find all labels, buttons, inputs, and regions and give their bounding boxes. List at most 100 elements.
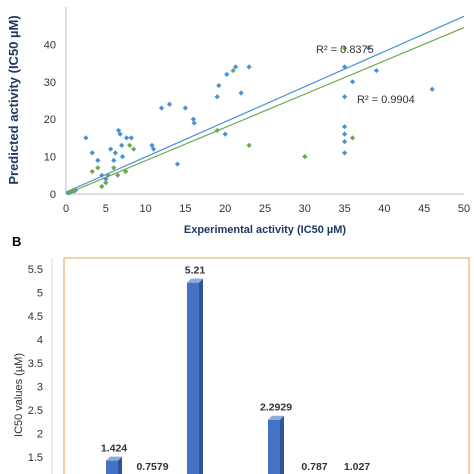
scatter-point-series-1 [342, 131, 348, 137]
scatter-point-series-1 [349, 79, 356, 85]
bar-y-tick-label: 5.5 [28, 264, 43, 276]
trendline-series-2 [65, 27, 465, 195]
scatter-point-series-1 [107, 146, 114, 152]
scatter-point-series-1 [238, 90, 244, 96]
scatter-x-tick-label: 40 [378, 203, 390, 215]
scatter-point-series-1 [224, 71, 230, 77]
scatter-point-series-2 [89, 168, 95, 175]
scatter-point-series-2 [246, 142, 252, 148]
scatter-point-series-2 [131, 146, 137, 152]
bar-y-tick-label: 4.5 [28, 311, 43, 323]
bar-y-tick-label: 3.5 [28, 358, 43, 370]
scatter-point-series-1 [149, 142, 155, 148]
scatter-point-series-1 [342, 150, 348, 156]
scatter-point-series-1 [117, 131, 123, 137]
scatter-point-series-1 [342, 139, 348, 145]
scatter-point-series-1 [182, 105, 188, 111]
bar-top [106, 456, 122, 461]
scatter-point-series-1 [214, 94, 220, 100]
bars: 1.424 0.7579 5.21 2.2929 0.787 1.027 [101, 265, 370, 474]
bar-value-label: 0.7579 [136, 461, 168, 473]
scatter-point-series-2 [349, 135, 356, 141]
scatter-point-series-1 [119, 154, 126, 160]
scatter-point-series-1 [128, 135, 134, 141]
scatter-y-tick-label: 10 [44, 152, 56, 164]
scatter-point-series-2 [111, 165, 117, 171]
scatter-point-series-2 [214, 127, 220, 134]
bar-y-tick-label: 4 [37, 335, 43, 347]
bar-value-label: 5.21 [185, 265, 206, 277]
scatter-point-series-2 [103, 180, 109, 186]
scatter-point-series-1 [115, 127, 122, 134]
scatter-point-series-1 [89, 150, 95, 156]
bar-panel: B 11.522.533.544.555.5 1.4240.75795.212.… [12, 234, 470, 474]
scatter-x-tick-label: 35 [338, 203, 350, 215]
bar-value-label: 0.787 [301, 461, 327, 473]
scatter-point-series-1 [222, 131, 228, 137]
scatter-point-series-1 [174, 161, 181, 167]
scatter-point-series-1 [123, 135, 130, 141]
scatter-point-series-1 [103, 176, 109, 182]
scatter-point-series-2 [127, 142, 133, 148]
scatter-point-series-1 [216, 82, 222, 89]
bar-y-tick-label: 1.5 [28, 452, 43, 464]
scatter-x-tick-label: 10 [139, 203, 151, 215]
scatter-point-series-2 [302, 154, 308, 160]
scatter-point-series-1 [119, 142, 125, 148]
scatter-point-series-1 [191, 120, 197, 126]
bar-y-axis-title: IC50 values (µM) [13, 353, 25, 437]
bar-value-label: 1.027 [344, 461, 370, 473]
scatter-y-tick-label: 40 [44, 39, 56, 51]
bar-plot-frame [63, 257, 470, 474]
scatter-point-series-1 [166, 101, 173, 107]
scatter-x-tick-label: 0 [63, 203, 69, 215]
r2-label-series-2: R² = 0.9904 [357, 94, 415, 106]
scatter-panel: 0 5 10 15 20 25 30 35 40 45 50 0 10 20 30 40 R² = 0.83… [6, 7, 470, 236]
scatter-x-tick-label: 20 [219, 203, 231, 215]
scatter-point-series-1 [373, 67, 380, 74]
scatter-y-axis-title: Predicted activity (IC50 µM) [6, 15, 21, 184]
scatter-point-series-2 [123, 168, 129, 175]
scatter-y-tick-label: 30 [44, 77, 56, 89]
scatter-point-series-1 [342, 124, 348, 130]
scatter-x-tick-label: 45 [418, 203, 430, 215]
scatter-point-series-1 [111, 157, 117, 163]
bar-top [187, 278, 203, 283]
scatter-x-axis-title: Experimental activity (IC50 µM) [184, 224, 347, 236]
bar-top [268, 415, 284, 420]
scatter-point-series-2 [230, 67, 236, 74]
bar-y-ticks: 11.522.533.544.555.5 [28, 264, 43, 464]
bar [106, 460, 118, 474]
trendline-series-1 [65, 15, 465, 193]
scatter-point-series-1 [99, 172, 105, 178]
scatter-point-series-1 [83, 135, 89, 141]
scatter-y-ticks: 0 10 20 30 40 [44, 39, 56, 201]
scatter-point-series-1 [365, 45, 372, 51]
scatter-point-series-2 [71, 187, 77, 193]
panel-label-b: B [12, 234, 21, 249]
scatter-point-series-2 [99, 183, 105, 190]
scatter-point-series-1 [95, 157, 101, 163]
scatter-x-tick-label: 25 [259, 203, 271, 215]
scatter-point-series-2 [115, 172, 121, 178]
bar-y-tick-label: 2 [37, 429, 43, 441]
bar-y-tick-label: 3 [37, 382, 43, 394]
r2-label-series-1: R² = 0.8375 [316, 44, 374, 56]
bar-y-tick-label: 2.5 [28, 405, 43, 417]
scatter-y-tick-label: 0 [50, 189, 56, 201]
bar-side [118, 456, 122, 474]
scatter-x-tick-label: 5 [103, 203, 109, 215]
scatter-point-series-1 [232, 64, 239, 70]
scatter-point-series-1 [246, 64, 252, 70]
scatter-trendlines [65, 15, 465, 195]
scatter-y-tick-label: 20 [44, 114, 56, 126]
bar-side [280, 415, 284, 474]
scatter-x-tick-label: 50 [458, 203, 470, 215]
bar-side [199, 278, 203, 474]
bar [187, 282, 199, 474]
scatter-x-tick-label: 30 [299, 203, 311, 215]
bar [268, 419, 280, 474]
bar-value-label: 2.2929 [260, 402, 292, 414]
bar-value-label: 1.424 [101, 443, 127, 455]
